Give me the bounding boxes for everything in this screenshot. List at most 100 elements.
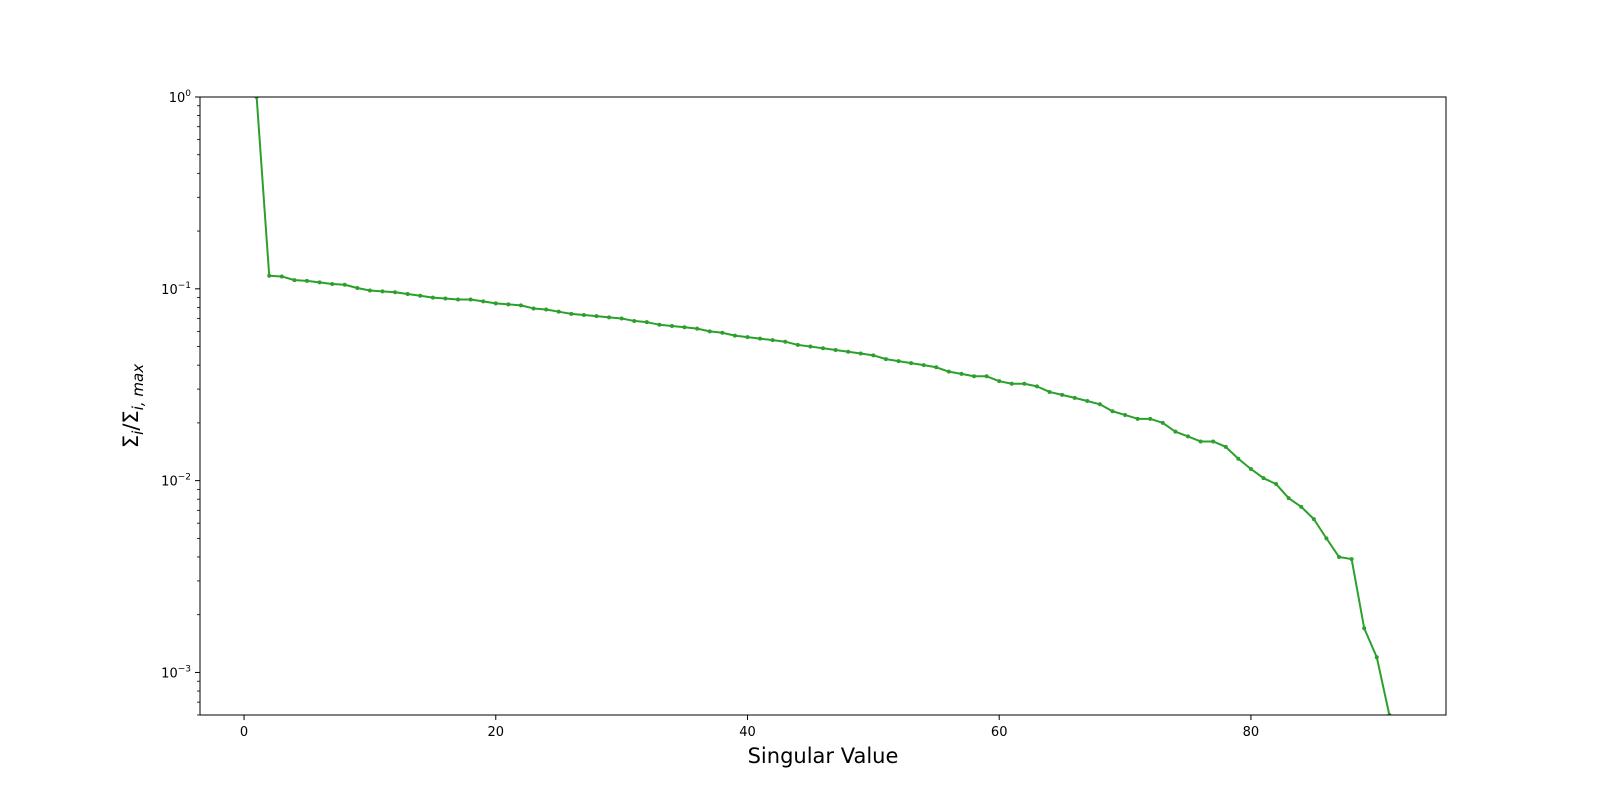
x-tick-label: 80 <box>1243 725 1260 740</box>
data-point <box>367 288 372 293</box>
y-tick-label: 10−2 <box>161 473 191 490</box>
data-point <box>821 346 825 351</box>
data-point <box>1261 476 1266 481</box>
data-point <box>1022 381 1027 386</box>
axes-background <box>200 97 1446 715</box>
data-point <box>1072 395 1077 400</box>
x-axis-title: Singular Value <box>748 744 899 768</box>
data-point <box>720 330 725 335</box>
data-point <box>833 347 838 352</box>
data-point <box>1185 434 1190 439</box>
data-point <box>1047 389 1052 394</box>
data-point <box>1211 439 1216 444</box>
y-axis-title: Σi/Σi, max <box>119 364 147 448</box>
data-point <box>267 273 272 278</box>
data-point <box>745 335 750 340</box>
data-point <box>607 315 612 320</box>
data-point <box>758 336 763 341</box>
data-point <box>518 303 523 308</box>
data-point <box>1148 416 1153 421</box>
data-point <box>531 306 536 311</box>
data-point <box>581 313 586 318</box>
data-point <box>556 309 561 314</box>
data-point <box>1135 416 1140 421</box>
data-point <box>481 299 486 304</box>
data-point <box>783 339 788 344</box>
data-point <box>644 320 649 325</box>
data-point <box>808 344 813 349</box>
data-point <box>1374 655 1379 660</box>
data-point <box>984 374 989 379</box>
y-tick-label: 100 <box>169 89 192 106</box>
data-point <box>682 325 687 330</box>
data-point <box>1337 554 1342 559</box>
data-point <box>695 326 700 331</box>
data-point <box>959 371 964 376</box>
data-point <box>1286 496 1291 501</box>
data-point <box>430 295 435 300</box>
data-point <box>405 291 410 296</box>
data-point <box>795 342 800 347</box>
data-point <box>883 357 888 362</box>
data-point <box>330 281 335 286</box>
data-point <box>1097 402 1102 407</box>
data-point <box>1123 412 1128 417</box>
data-point <box>1274 482 1279 487</box>
x-tick-label: 20 <box>487 725 504 740</box>
data-point <box>921 363 926 368</box>
data-point <box>632 318 637 323</box>
data-point <box>896 359 901 364</box>
data-point <box>946 369 951 374</box>
data-point <box>871 353 876 358</box>
y-axis-ticks: 100 10−1 10−2 10−3 <box>161 89 200 716</box>
data-point <box>619 316 624 321</box>
data-point <box>317 280 322 285</box>
axes-border <box>199 96 1447 716</box>
data-point <box>1299 504 1304 509</box>
data-point <box>1236 456 1241 461</box>
y-tick-label: 10−3 <box>161 664 191 681</box>
data-point <box>1160 420 1165 425</box>
data-point <box>909 361 914 366</box>
data-point <box>418 293 423 298</box>
data-point <box>1034 384 1039 389</box>
series-layer <box>254 97 1392 715</box>
data-point <box>1311 517 1316 522</box>
data-point <box>1085 399 1090 404</box>
data-point <box>972 374 977 379</box>
data-point <box>456 297 461 302</box>
data-point <box>657 322 662 327</box>
y-tick-label: 10−1 <box>161 281 191 298</box>
data-point <box>1060 392 1065 397</box>
data-point <box>1248 466 1253 471</box>
data-point <box>1110 409 1115 414</box>
data-point <box>1324 536 1329 541</box>
data-point <box>1198 439 1203 444</box>
data-point <box>707 329 712 334</box>
data-point <box>669 323 674 328</box>
plot-area <box>200 97 1446 715</box>
data-point <box>1223 444 1228 449</box>
data-point <box>770 338 775 343</box>
data-point <box>732 333 737 338</box>
x-tick-label: 0 <box>240 725 248 740</box>
x-axis-ticks: 0 20 40 60 80 <box>240 715 1259 740</box>
data-point <box>342 282 347 287</box>
data-point <box>292 278 297 283</box>
data-point <box>493 301 498 306</box>
data-point <box>1362 626 1367 631</box>
x-tick-label: 40 <box>739 725 756 740</box>
data-point <box>506 302 511 307</box>
data-point <box>594 314 599 319</box>
data-point <box>934 365 939 370</box>
data-point <box>443 296 448 301</box>
data-point <box>1349 557 1354 562</box>
data-point <box>544 307 549 312</box>
data-point <box>393 290 398 295</box>
data-point <box>858 351 863 356</box>
data-point <box>468 297 473 302</box>
data-point <box>355 285 360 290</box>
data-point <box>997 379 1002 384</box>
series-0 <box>254 97 1392 715</box>
